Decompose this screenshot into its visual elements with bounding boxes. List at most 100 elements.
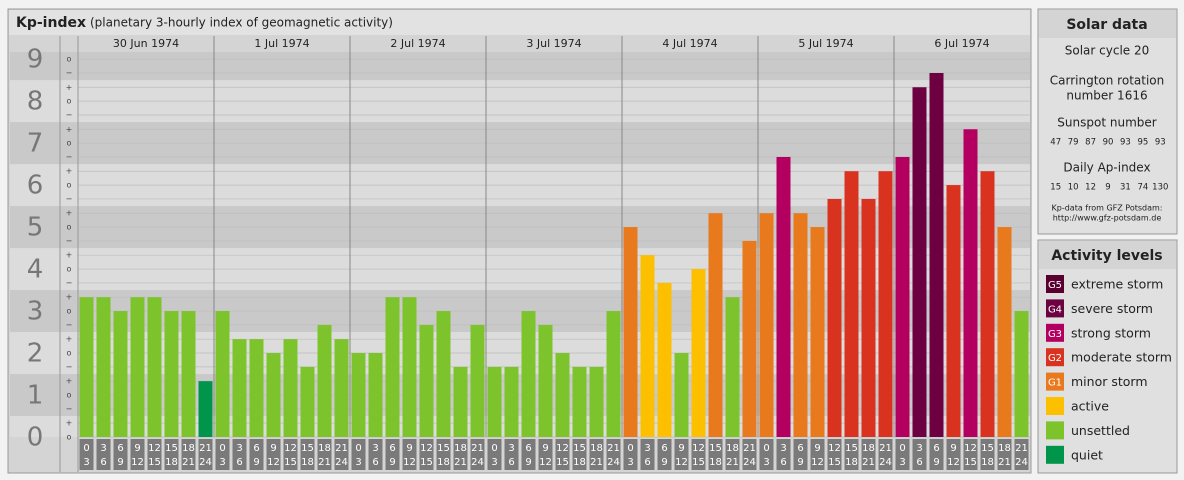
- bar: [1014, 311, 1029, 437]
- slot-box: [606, 439, 621, 470]
- minor-tick-label: −: [66, 278, 73, 287]
- slot-box: [623, 439, 638, 470]
- legend-label: strong storm: [1071, 325, 1151, 340]
- slot-label: 3: [83, 457, 89, 468]
- slot-label: 3: [372, 443, 378, 454]
- slot-label: 21: [182, 457, 195, 468]
- slot-label: 3: [508, 443, 514, 454]
- slot-label: 3: [644, 443, 650, 454]
- legend-swatch: [1046, 348, 1064, 367]
- slot-label: 6: [389, 443, 395, 454]
- slot-label: 15: [845, 443, 858, 454]
- slot-label: 3: [491, 457, 497, 468]
- bar: [130, 297, 145, 437]
- solar-number: 93: [1120, 138, 1131, 148]
- slot-box: [776, 439, 791, 470]
- slot-box: [147, 439, 162, 470]
- slot-box: [810, 439, 825, 470]
- bar: [215, 311, 230, 437]
- legend-swatch: [1046, 372, 1064, 391]
- slot-box: [402, 439, 417, 470]
- ap-title: Daily Ap-index: [1063, 161, 1150, 175]
- bar: [929, 72, 944, 437]
- solar-number: 90: [1103, 138, 1114, 148]
- solar-title-bar: [1039, 10, 1176, 38]
- slot-label: 3: [780, 443, 786, 454]
- bar: [317, 324, 332, 437]
- slot-box: [249, 439, 264, 470]
- legend-label: moderate storm: [1071, 350, 1172, 365]
- y-tick-label: 3: [27, 297, 44, 327]
- slot-label: 21: [199, 443, 212, 454]
- bar: [742, 240, 757, 437]
- slot-box: [487, 439, 502, 470]
- day-label: 30 Jun 1974: [113, 37, 179, 50]
- slot-label: 18: [726, 443, 739, 454]
- y-tick-label: 8: [27, 87, 44, 117]
- y-tick-label: 0: [27, 423, 44, 453]
- slot-label: 9: [950, 443, 956, 454]
- bar: [334, 339, 349, 437]
- slot-label: 6: [661, 443, 667, 454]
- slot-label: 6: [797, 443, 803, 454]
- slot-box: [181, 439, 196, 470]
- slot-label: 9: [253, 457, 259, 468]
- slot-label: 9: [678, 443, 684, 454]
- bar: [623, 227, 638, 437]
- minor-tick-label: o: [67, 391, 72, 400]
- slot-label: 3: [219, 457, 225, 468]
- bar: [402, 297, 417, 437]
- slot-label: 0: [355, 443, 361, 454]
- slot-box: [436, 439, 451, 470]
- slot-label: 6: [525, 443, 531, 454]
- minor-tick-label: +: [66, 167, 73, 176]
- slot-box: [640, 439, 655, 470]
- bar: [147, 297, 162, 437]
- day-label: 6 Jul 1974: [934, 37, 989, 50]
- slot-box: [674, 439, 689, 470]
- slot-label: 0: [83, 443, 89, 454]
- legend-label: severe storm: [1071, 301, 1153, 316]
- slot-box: [657, 439, 672, 470]
- slot-box: [334, 439, 349, 470]
- slot-label: 3: [763, 457, 769, 468]
- bar: [436, 311, 451, 437]
- minor-tick-label: +: [66, 377, 73, 386]
- slot-box: [504, 439, 519, 470]
- solar-number: 74: [1137, 183, 1148, 193]
- slot-label: 12: [539, 457, 552, 468]
- solar-cycle: Solar cycle 20: [1065, 44, 1150, 58]
- solar-number: 87: [1085, 138, 1096, 148]
- y-tick-label: 5: [27, 213, 44, 243]
- bar: [572, 366, 587, 437]
- slot-label: 21: [335, 443, 348, 454]
- bar: [759, 213, 774, 437]
- bar: [861, 198, 876, 437]
- legend-swatch: [1046, 299, 1064, 318]
- legend-code: G5: [1048, 280, 1062, 291]
- chart-title: Kp-index: [16, 15, 86, 31]
- bar: [419, 324, 434, 437]
- slot-label: 18: [573, 457, 586, 468]
- carrington: Carrington rotation: [1050, 74, 1164, 88]
- minor-tick-label: +: [66, 209, 73, 218]
- minor-tick-label: −: [66, 194, 73, 203]
- minor-tick-label: o: [67, 97, 72, 106]
- slot-label: 6: [117, 443, 123, 454]
- minor-tick-label: +: [66, 419, 73, 428]
- slot-label: 0: [627, 443, 633, 454]
- legend-label: minor storm: [1071, 374, 1148, 389]
- minor-tick-label: o: [67, 139, 72, 148]
- slot-label: 21: [607, 443, 620, 454]
- slot-box: [419, 439, 434, 470]
- slot-box: [96, 439, 111, 470]
- bar: [181, 311, 196, 437]
- legend-label: unsettled: [1071, 423, 1130, 438]
- slot-box: [793, 439, 808, 470]
- slot-label: 9: [661, 457, 667, 468]
- slot-label: 12: [675, 457, 688, 468]
- slot-label: 6: [933, 443, 939, 454]
- bar: [912, 87, 927, 437]
